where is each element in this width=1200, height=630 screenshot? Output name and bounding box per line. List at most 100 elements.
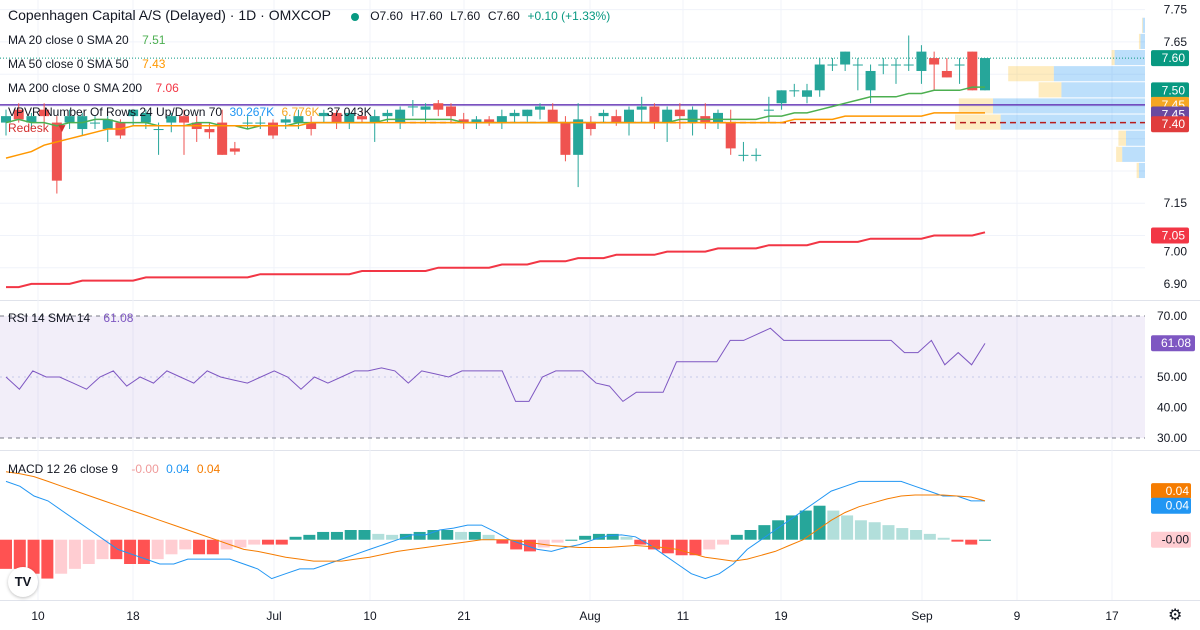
macd-hist-bar (82, 539, 95, 564)
macd-hist-bar (689, 539, 702, 556)
candle-body (471, 119, 482, 123)
macd-hist-bar (841, 515, 854, 540)
macd-hist-bar (979, 539, 991, 541)
candle-body (64, 116, 75, 123)
ma200-legend[interactable]: MA 200 close 0 SMA 200 7.06 (8, 81, 183, 95)
candle-body (331, 112, 342, 123)
macd-hist-bar (827, 510, 840, 540)
tradingview-logo[interactable]: TV (8, 567, 38, 597)
ohlc-change: +0.10 (+1.33%) (527, 9, 611, 23)
macd-hist-bar (386, 534, 399, 540)
macd-hist-bar (868, 522, 881, 540)
market-status-icon (350, 12, 359, 21)
candle-body (204, 129, 215, 133)
candle-body (547, 109, 558, 123)
time-axis-label: Aug (579, 609, 600, 623)
macd-hist-bar (372, 533, 385, 540)
vpvr-down-bar (1118, 130, 1126, 146)
ma50-line (5, 112, 985, 159)
price-tag-text: 7.40 (1162, 117, 1186, 131)
macd-tag-text: -0.00 (1162, 533, 1190, 547)
price-tag-text: 7.05 (1162, 228, 1186, 242)
candle-body (357, 116, 367, 120)
price-tag-text: 7.50 (1162, 83, 1186, 97)
macd-hist-bar (882, 525, 895, 540)
candle-body (891, 64, 901, 66)
macd-hist-bar (772, 520, 785, 540)
candle-body (687, 109, 698, 123)
macd-hist-bar (358, 530, 371, 540)
macd-signal-value: 0.04 (196, 462, 221, 476)
macd-hist-bar (344, 530, 357, 540)
candle-body (522, 109, 533, 117)
candle-body (420, 106, 431, 110)
candle-body (941, 70, 952, 78)
candle-body (51, 122, 62, 181)
macd-hist-bar (124, 539, 137, 564)
macd-hist-bar (496, 539, 509, 544)
ohlc-low: L7.60 (450, 9, 481, 23)
macd-hist-bar (634, 539, 647, 545)
macd-hist-bar (137, 539, 150, 564)
macd-hist-bar (261, 539, 274, 545)
candle-body (713, 112, 723, 123)
ohlc-close: C7.60 (487, 9, 520, 23)
time-axis-label: 19 (774, 609, 788, 623)
macd-hist-bar (193, 539, 206, 555)
time-axis-label: Sep (911, 609, 933, 623)
macd-hist-bar (551, 539, 564, 543)
candle-body (662, 109, 673, 123)
vpvr-source-legend[interactable]: Redesk ▼ (8, 121, 72, 135)
macd-tag (1151, 483, 1191, 500)
candle-body (916, 51, 927, 71)
candle-body (573, 119, 584, 155)
candle-body (242, 122, 253, 124)
macd-hist-bar (523, 539, 536, 552)
candle-body (763, 109, 774, 111)
vpvr-up-bar (1114, 50, 1145, 66)
rsi-axis-label: 50.00 (1157, 370, 1187, 384)
rsi-legend[interactable]: RSI 14 SMA 14 61.08 (8, 311, 137, 325)
ma50-legend[interactable]: MA 50 close 0 SMA 50 7.43 (8, 57, 169, 71)
candle-body (229, 148, 240, 152)
candle-body (598, 112, 609, 117)
vpvr-up-bar (1053, 66, 1145, 82)
rsi-tag (1151, 335, 1195, 352)
macd-hist-bar (165, 539, 178, 555)
ma20-legend[interactable]: MA 20 close 0 SMA 20 7.51 (8, 33, 169, 47)
price-axis-label: 7.75 (1164, 3, 1188, 17)
rsi-axis-label: 70.00 (1157, 309, 1187, 323)
time-axis-label: 10 (363, 609, 377, 623)
macd-legend[interactable]: MACD 12 26 close 9 -0.00 0.04 0.04 (8, 462, 224, 476)
macd-hist-bar (896, 528, 909, 540)
macd-hist-bar (565, 539, 578, 541)
macd-hist-bar (427, 530, 440, 540)
macd-hist-bar (758, 525, 771, 540)
candle-body (509, 112, 520, 117)
candle-body (903, 64, 914, 66)
settings-gear-icon[interactable]: ⚙ (1168, 607, 1183, 624)
macd-hist-bar (206, 539, 219, 555)
vpvr-down-bar (1111, 50, 1115, 66)
macd-hist-bar (606, 533, 619, 540)
macd-hist-bar (730, 534, 743, 540)
macd-hist-bar (275, 539, 288, 545)
macd-hist-bar (413, 531, 426, 540)
macd-hist-bar (785, 515, 798, 540)
macd-hist-bar (330, 531, 343, 540)
macd-hist-bar (537, 539, 550, 548)
symbol-title[interactable]: Copenhagen Capital A/S (Delayed) · 1D · … (8, 7, 331, 23)
candle-body (306, 122, 317, 130)
macd-hist-bar (854, 520, 867, 540)
time-axis-label: 18 (126, 609, 140, 623)
vpvr-legend[interactable]: VPVR Number Of Rows 24 Up/Down 70 30.267… (8, 105, 376, 119)
vpvr-up: 30.267K (229, 105, 275, 119)
macd-hist-bar (965, 539, 978, 545)
vpvr-up-bar (1142, 17, 1145, 33)
vpvr-total: 37.043K (326, 105, 372, 119)
candle-body (407, 106, 418, 108)
candle-body (433, 103, 444, 110)
caret-down-icon[interactable]: ▼ (56, 121, 68, 135)
signal-line (5, 471, 986, 562)
